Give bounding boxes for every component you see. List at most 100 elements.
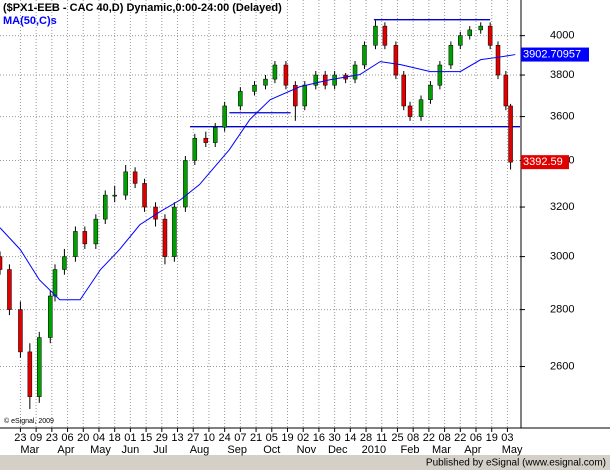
candle-body <box>352 64 358 80</box>
month-label: Feb <box>401 444 420 456</box>
y-tick-label: 3200 <box>550 201 574 213</box>
x-tick-label: 03 <box>501 432 513 444</box>
month-label: May <box>90 444 111 456</box>
candle-body <box>478 25 483 31</box>
x-tick-label: 21 <box>250 432 262 444</box>
candle-body <box>407 105 413 117</box>
month-label: Oct <box>263 444 280 456</box>
candle-body <box>362 45 367 66</box>
month-label: Sep <box>227 444 247 456</box>
candle-body <box>103 194 108 220</box>
candle-body <box>428 84 433 100</box>
candle-body <box>283 64 289 86</box>
candle-body <box>458 35 463 46</box>
candle-body <box>373 25 378 46</box>
x-tick-label: 09 <box>30 432 42 444</box>
y-tick-label: 4000 <box>550 30 574 42</box>
x-tick-label: 06 <box>61 432 73 444</box>
x-tick-label: 19 <box>281 432 293 444</box>
candle-body <box>293 84 298 107</box>
x-tick-label: 10 <box>203 432 215 444</box>
candle-body <box>162 218 168 257</box>
chart-title: ($PX1-EEB - CAC 40,D) Dynamic,0:00-24:00… <box>3 2 282 14</box>
candle-body <box>123 171 128 196</box>
x-tick-label: 06 <box>470 432 482 444</box>
candle-body <box>7 269 12 310</box>
x-tick-label: 29 <box>156 432 168 444</box>
candle-body <box>263 78 268 86</box>
legend-entry: MA(50,C)s <box>3 15 57 27</box>
candle-body <box>27 351 33 397</box>
x-tick-label: 19 <box>486 432 498 444</box>
candle-body <box>172 206 177 257</box>
candle-body <box>437 64 443 86</box>
month-label: Aug <box>190 444 210 456</box>
month-label: Mar <box>432 444 451 456</box>
last-value-label: 3902.70957 <box>523 48 581 60</box>
candle-body <box>401 74 406 107</box>
x-tick-label: 13 <box>171 432 183 444</box>
candle-body <box>302 84 308 107</box>
candle-body <box>393 45 399 76</box>
candle-body <box>495 45 501 76</box>
candle-body <box>0 256 3 270</box>
last-value-box <box>521 47 589 62</box>
x-tick-label: 28 <box>360 432 372 444</box>
candle-body <box>132 171 138 184</box>
x-tick-label: 25 <box>391 432 403 444</box>
x-tick-label: 27 <box>187 432 199 444</box>
month-label: May <box>502 444 523 456</box>
x-tick-label: 16 <box>313 432 325 444</box>
candle-body <box>203 137 209 143</box>
candle-body <box>503 74 509 107</box>
candle-body <box>183 160 188 208</box>
month-label: 2010 <box>362 444 386 456</box>
candle-body <box>332 74 337 86</box>
candle-body <box>37 337 42 397</box>
x-tick-label: 11 <box>376 432 387 444</box>
month-label: Jun <box>122 444 140 456</box>
footer: Published by eSignal (www.esignal.com) <box>426 458 606 469</box>
candle-body <box>467 29 472 36</box>
candle-body <box>508 105 513 163</box>
candle-body <box>52 269 58 297</box>
x-tick-label: 15 <box>140 432 152 444</box>
month-label: Apr <box>57 444 74 456</box>
candle-body <box>73 231 78 257</box>
month-label: Mar <box>20 444 39 456</box>
x-tick-label: 07 <box>234 432 246 444</box>
candle-body <box>112 194 117 197</box>
y-tick-label: 3600 <box>550 110 574 122</box>
candle-body <box>487 25 493 46</box>
x-tick-label: 30 <box>328 432 340 444</box>
footer-bar <box>0 455 610 470</box>
copyright: © eSignal, 2009 <box>4 417 54 425</box>
x-tick-label: 02 <box>297 432 309 444</box>
last-value-box <box>521 155 569 170</box>
x-tick-label: 18 <box>109 432 121 444</box>
x-tick-label: 24 <box>219 432 231 444</box>
month-label: Dec <box>328 444 348 456</box>
candle-body <box>48 295 53 338</box>
x-tick-label: 22 <box>423 432 435 444</box>
x-tick-label: 23 <box>46 432 58 444</box>
candle-body <box>272 64 278 80</box>
candle-body <box>82 231 88 245</box>
candle-body <box>222 105 227 128</box>
last-value-label: 3392.59 <box>523 156 563 168</box>
candle-body <box>448 45 454 66</box>
candle-body <box>418 99 424 117</box>
x-tick-label: 08 <box>438 432 450 444</box>
ma-line <box>0 54 516 301</box>
candle-body <box>153 206 158 220</box>
y-tick-label: 2800 <box>550 304 574 316</box>
x-tick-label: 22 <box>454 432 466 444</box>
candle-body <box>62 256 67 270</box>
candle-body <box>192 137 198 161</box>
x-tick-label: 20 <box>77 432 89 444</box>
x-tick-label: 01 <box>124 432 136 444</box>
candle-body <box>93 218 99 245</box>
month-label: Apr <box>464 444 481 456</box>
